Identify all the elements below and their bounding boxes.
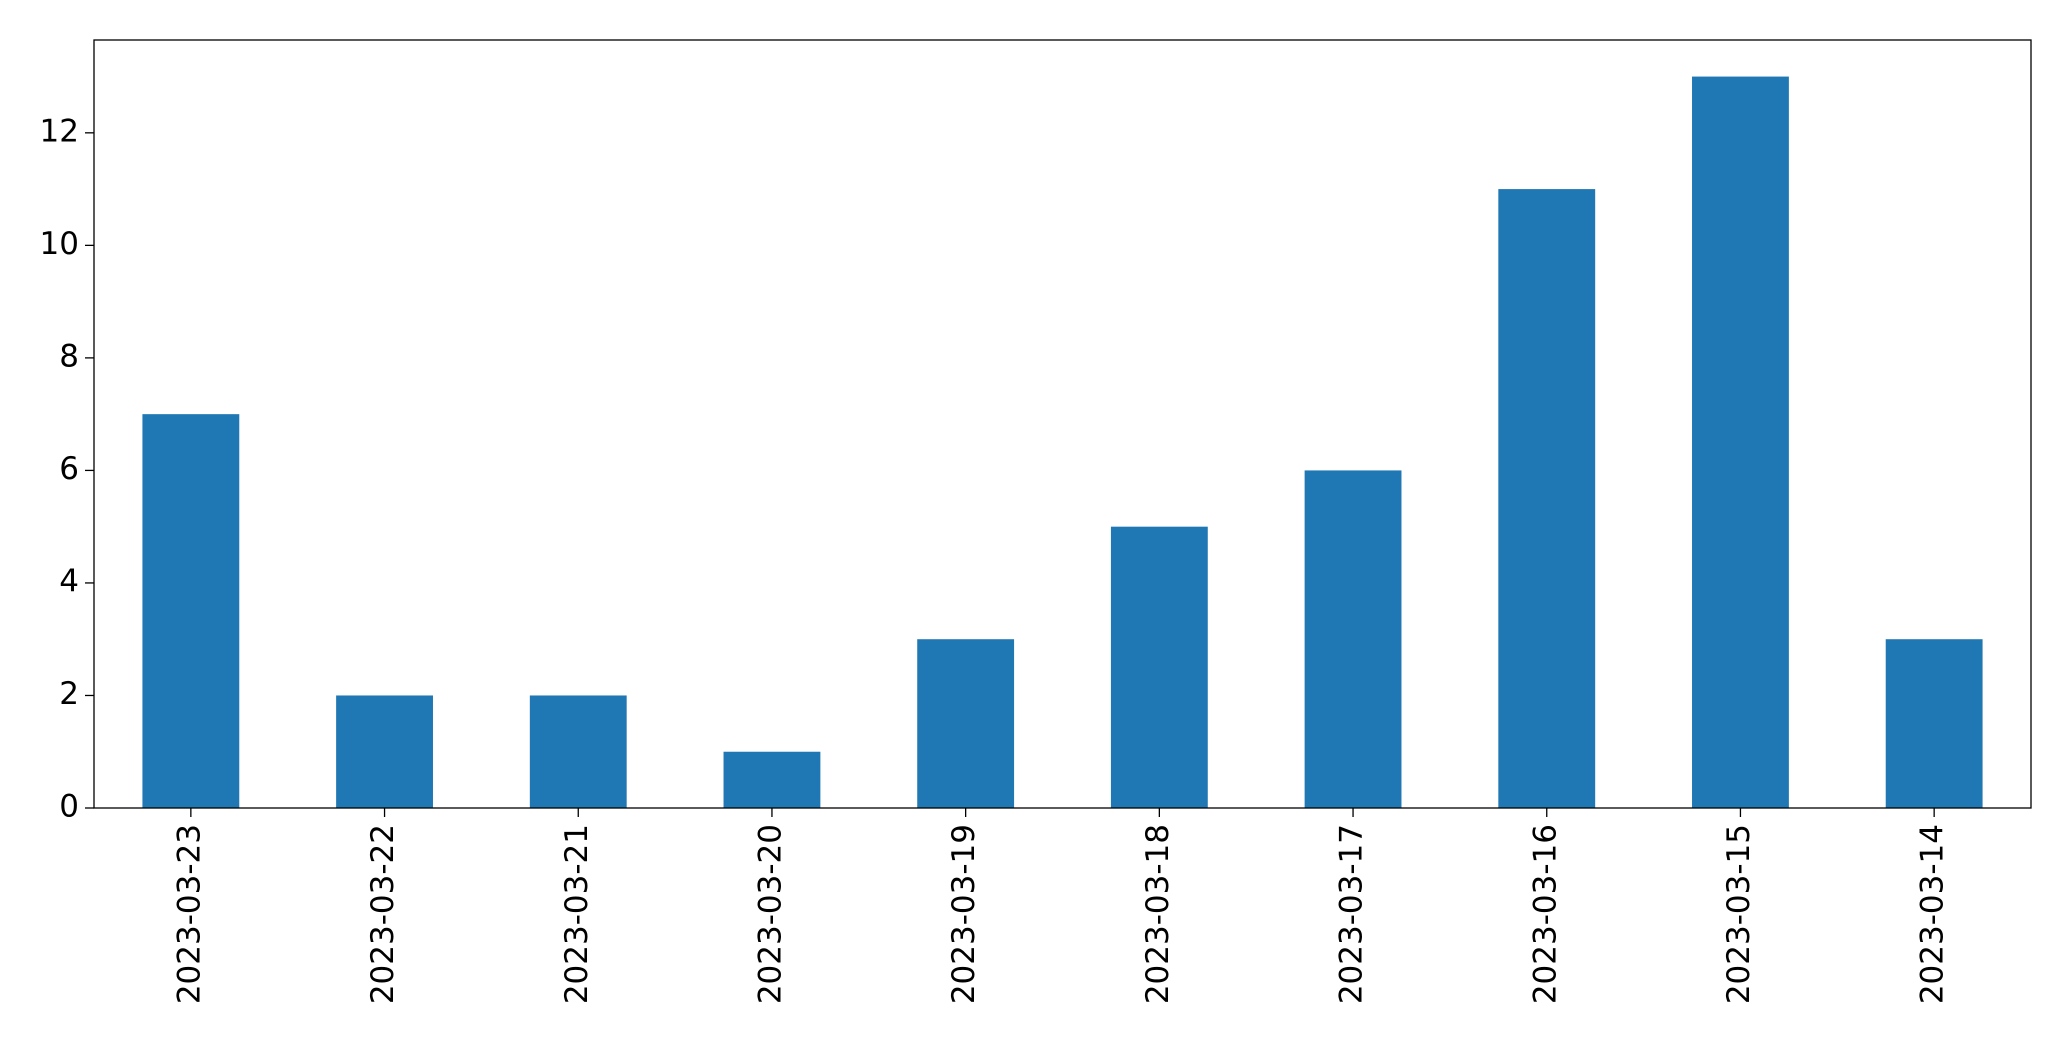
x-tick-label: 2023-03-20	[752, 824, 788, 1004]
bar	[142, 414, 240, 808]
y-tick-label: 4	[59, 563, 79, 599]
y-tick-label: 8	[59, 338, 79, 374]
y-tick-label: 2	[59, 676, 79, 712]
y-tick-label: 12	[40, 113, 79, 149]
bar	[1498, 189, 1596, 809]
y-tick-label: 0	[59, 789, 79, 825]
x-tick-label: 2023-03-17	[1334, 824, 1370, 1004]
bar	[917, 639, 1015, 808]
bar	[1304, 470, 1402, 808]
bar	[1885, 639, 1983, 808]
x-tick-label: 2023-03-14	[1915, 824, 1951, 1004]
x-tick-label: 2023-03-18	[1140, 824, 1176, 1004]
bar	[723, 751, 821, 808]
x-tick-label: 2023-03-15	[1721, 824, 1757, 1004]
bar	[529, 695, 627, 808]
x-tick-label: 2023-03-19	[946, 824, 982, 1004]
x-tick-label: 2023-03-23	[171, 824, 207, 1004]
y-tick-label: 10	[40, 226, 79, 262]
x-tick-label: 2023-03-22	[365, 824, 401, 1004]
x-tick-label: 2023-03-21	[559, 824, 595, 1004]
y-tick-label: 6	[59, 451, 79, 487]
bar	[1692, 76, 1789, 809]
plot-frame	[93, 39, 2032, 809]
bar	[336, 695, 433, 808]
x-tick-label: 2023-03-16	[1527, 824, 1563, 1004]
bar	[1110, 526, 1208, 808]
